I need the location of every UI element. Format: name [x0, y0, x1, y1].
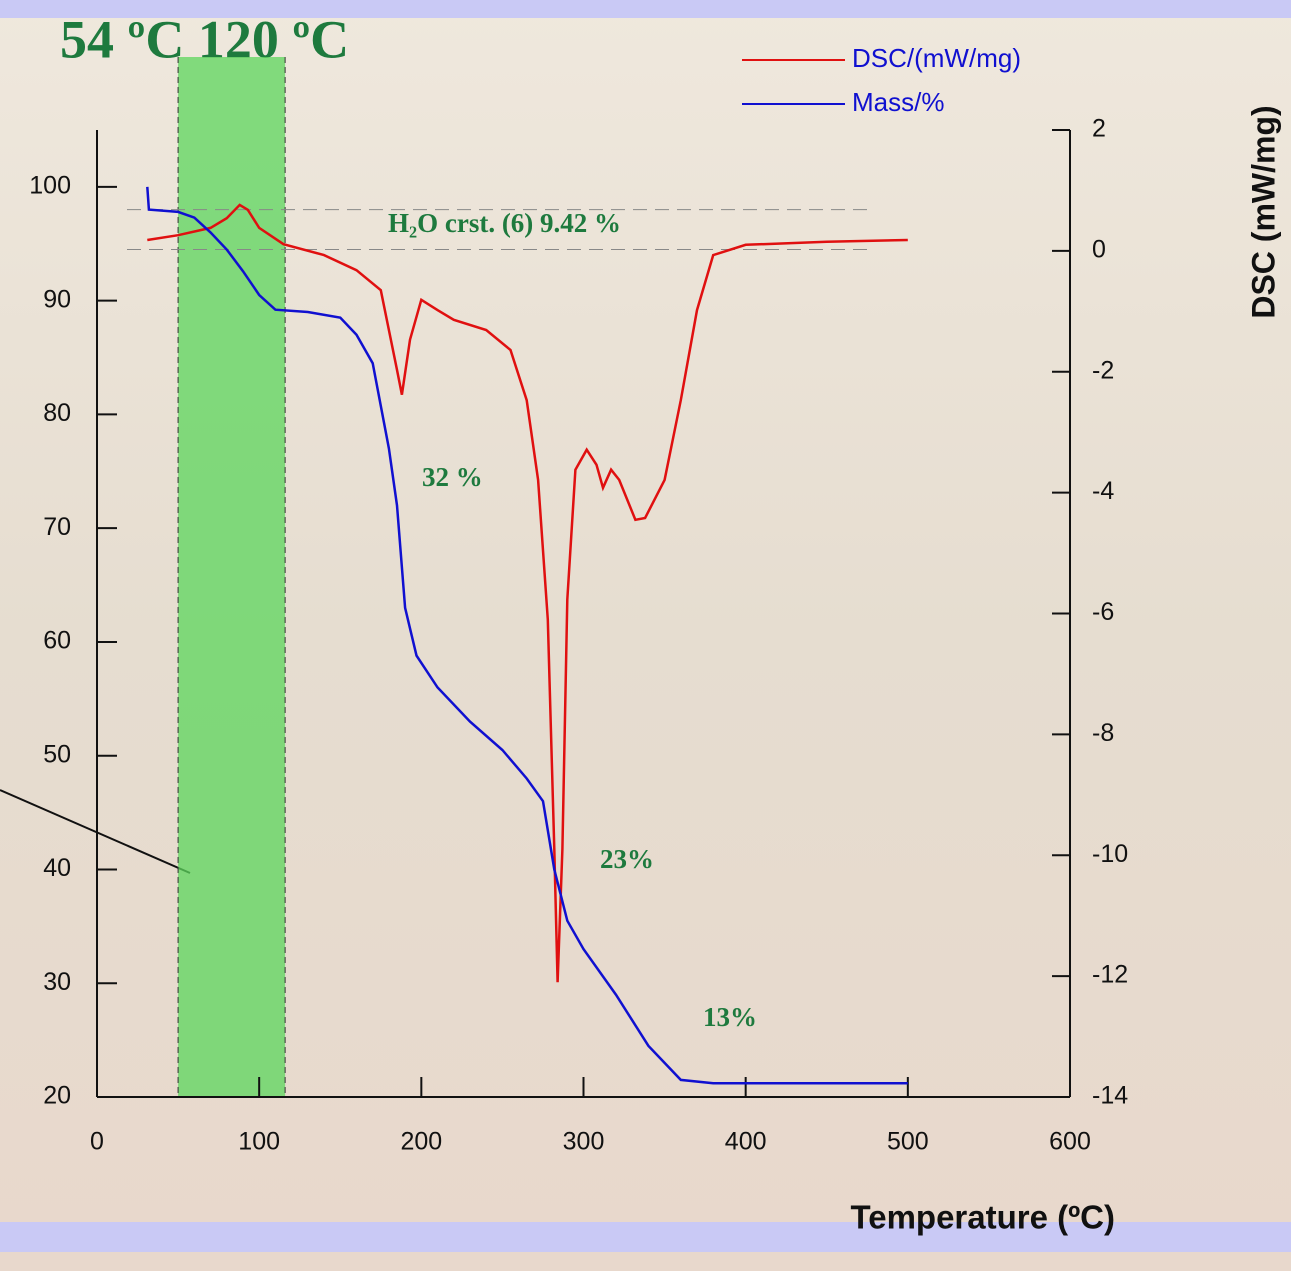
- y2-tick-label: 2: [1092, 115, 1106, 143]
- x-tick-label: 400: [725, 1128, 767, 1156]
- annotation: 32 %: [422, 462, 483, 492]
- y-tick-label: 90: [43, 285, 71, 313]
- y2-tick-label: -8: [1092, 719, 1114, 747]
- y2-tick-label: 0: [1092, 235, 1106, 263]
- x-tick-label: 600: [1049, 1128, 1091, 1156]
- y-tick-label: 20: [43, 1082, 71, 1110]
- x-axis-label: Temperature (ºC): [851, 1199, 1115, 1236]
- chart: 54 ºC 120 ºC Temperature (ºC) DSC (mW/mg…: [0, 0, 1291, 1271]
- y-tick-label: 100: [29, 171, 71, 199]
- legend-label: DSC/(mW/mg): [852, 43, 1021, 73]
- annotation: 13%: [703, 1002, 757, 1032]
- y-tick-label: 70: [43, 513, 71, 541]
- legend-label: Mass/%: [852, 87, 944, 117]
- x-tick-label: 300: [563, 1128, 605, 1156]
- annotation: 23%: [600, 844, 654, 874]
- annotation: H₂O crst. (6) 9.42 %: [388, 208, 621, 238]
- y-tick-label: 40: [43, 854, 71, 882]
- y2-tick-label: -6: [1092, 598, 1114, 626]
- y-tick-label: 80: [43, 399, 71, 427]
- y2-axis-label: DSC (mW/mg): [1245, 105, 1281, 318]
- x-tick-label: 0: [90, 1128, 104, 1156]
- y2-tick-label: -2: [1092, 356, 1114, 384]
- x-tick-label: 500: [887, 1128, 929, 1156]
- y2-tick-label: -12: [1092, 961, 1128, 989]
- y2-tick-label: -4: [1092, 477, 1114, 505]
- y2-tick-label: -10: [1092, 840, 1128, 868]
- y-tick-label: 30: [43, 968, 71, 996]
- x-tick-label: 100: [238, 1128, 280, 1156]
- y2-tick-label: -14: [1092, 1082, 1128, 1110]
- x-tick-label: 200: [400, 1128, 442, 1156]
- y-tick-label: 50: [43, 740, 71, 768]
- y-tick-label: 60: [43, 627, 71, 655]
